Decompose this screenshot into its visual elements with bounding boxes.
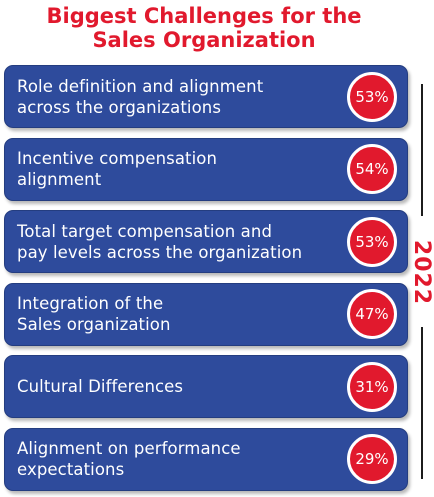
- challenge-label: Role definition and alignment across the …: [17, 66, 327, 127]
- challenge-label-line: across the organizations: [17, 97, 222, 117]
- challenge-label-line: Total target compensation and: [17, 221, 273, 241]
- challenge-label-line: Cultural Differences: [17, 377, 184, 396]
- challenge-label-line: Integration of the: [17, 294, 164, 313]
- challenge-label: Integration of the Sales organization: [17, 284, 327, 345]
- percentage-badge: 47%: [347, 289, 397, 339]
- challenge-row: Cultural Differences 31%: [4, 355, 408, 418]
- challenge-row: Incentive compensation alignment 54%: [4, 137, 408, 201]
- challenge-list: Role definition and alignment across the …: [4, 0, 408, 497]
- challenge-label: Alignment on performance expectations: [17, 429, 327, 490]
- challenge-label-line: Role definition and alignment: [17, 76, 264, 96]
- challenge-label-line: Alignment on performance: [17, 439, 241, 458]
- percentage-badge: 54%: [347, 144, 397, 194]
- challenge-label-line: expectations: [17, 460, 125, 479]
- challenge-row: Alignment on performance expectations 29%: [4, 427, 408, 491]
- challenge-label: Incentive compensation alignment: [17, 139, 327, 200]
- challenge-label-line: Incentive compensation: [17, 149, 218, 168]
- chart-title: Biggest Challenges for the Sales Organiz…: [0, 4, 408, 52]
- percentage-badge: 53%: [347, 71, 397, 122]
- year-divider-bottom: [421, 327, 423, 479]
- challenge-label-line: alignment: [17, 170, 102, 189]
- chart-title-line-2: Sales Organization: [92, 28, 316, 52]
- challenge-row: Integration of the Sales organization 47%: [4, 282, 408, 346]
- challenge-row: Role definition and alignment across the …: [4, 65, 408, 128]
- challenge-label-line: pay levels across the organization: [17, 242, 303, 262]
- challenge-label: Cultural Differences: [17, 356, 327, 417]
- percentage-badge: 31%: [347, 361, 397, 412]
- challenge-label: Total target compensation and pay levels …: [17, 211, 327, 272]
- chart-title-line-1: Biggest Challenges for the: [46, 4, 362, 28]
- year-divider-top: [421, 84, 423, 216]
- percentage-badge: 53%: [347, 216, 397, 267]
- year-text: 2022: [409, 239, 434, 305]
- year-label: 2022: [406, 238, 434, 306]
- challenge-row: Total target compensation and pay levels …: [4, 210, 408, 273]
- challenge-label-line: Sales organization: [17, 315, 171, 334]
- percentage-badge: 29%: [347, 434, 397, 484]
